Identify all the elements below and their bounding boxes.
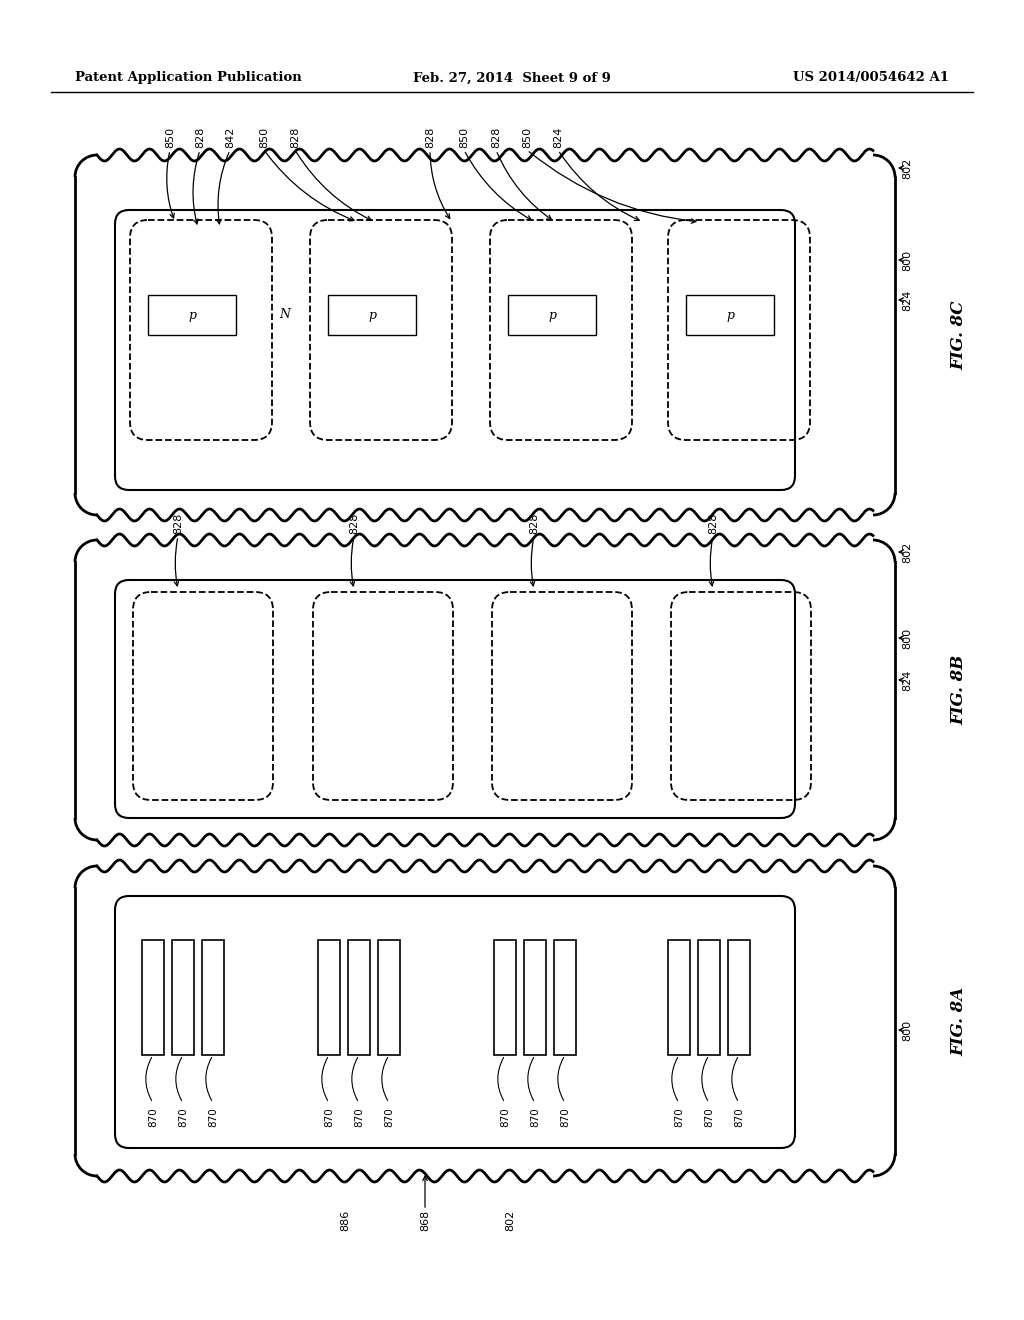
Text: 802: 802 <box>902 541 912 562</box>
Bar <box>698 940 720 1055</box>
Bar <box>554 940 575 1055</box>
Bar <box>328 294 416 335</box>
Text: 824: 824 <box>902 669 912 690</box>
Bar <box>318 940 340 1055</box>
Text: FIG. 8A: FIG. 8A <box>950 986 968 1056</box>
Text: 824: 824 <box>902 289 912 310</box>
Text: N: N <box>280 309 291 322</box>
Bar <box>148 294 236 335</box>
Bar <box>524 940 546 1055</box>
Bar <box>348 940 370 1055</box>
Text: 870: 870 <box>560 1107 570 1127</box>
Text: 868: 868 <box>420 1210 430 1232</box>
Text: 800: 800 <box>902 1019 912 1040</box>
Text: 824: 824 <box>553 127 563 148</box>
Text: 828: 828 <box>349 512 359 535</box>
Text: 870: 870 <box>148 1107 158 1127</box>
Text: 828: 828 <box>529 512 539 535</box>
Text: 886: 886 <box>340 1210 350 1232</box>
Text: 850: 850 <box>459 127 469 148</box>
Text: US 2014/0054642 A1: US 2014/0054642 A1 <box>793 71 949 84</box>
Text: 802: 802 <box>902 157 912 178</box>
Text: 870: 870 <box>705 1107 714 1127</box>
Text: 870: 870 <box>674 1107 684 1127</box>
Text: 828: 828 <box>173 512 183 535</box>
Text: 850: 850 <box>165 127 175 148</box>
Text: 828: 828 <box>708 512 718 535</box>
Text: Feb. 27, 2014  Sheet 9 of 9: Feb. 27, 2014 Sheet 9 of 9 <box>413 71 611 84</box>
Text: 828: 828 <box>490 127 501 148</box>
Text: 802: 802 <box>505 1210 515 1232</box>
Text: 870: 870 <box>324 1107 334 1127</box>
Bar <box>172 940 194 1055</box>
Bar <box>378 940 400 1055</box>
Bar <box>202 940 224 1055</box>
Text: p: p <box>548 309 556 322</box>
Bar <box>668 940 690 1055</box>
Bar <box>686 294 774 335</box>
Text: 842: 842 <box>225 127 234 148</box>
Text: 870: 870 <box>500 1107 510 1127</box>
Text: 828: 828 <box>195 127 205 148</box>
Text: 870: 870 <box>384 1107 394 1127</box>
Text: 800: 800 <box>902 249 912 271</box>
Text: 850: 850 <box>259 127 269 148</box>
Text: p: p <box>726 309 734 322</box>
Bar <box>142 940 164 1055</box>
Bar <box>508 294 596 335</box>
Text: 828: 828 <box>425 127 435 148</box>
Text: 850: 850 <box>522 127 532 148</box>
Text: 828: 828 <box>290 127 300 148</box>
Text: 800: 800 <box>902 627 912 648</box>
Text: 870: 870 <box>734 1107 744 1127</box>
Text: p: p <box>188 309 196 322</box>
Text: 870: 870 <box>530 1107 540 1127</box>
Text: 870: 870 <box>178 1107 188 1127</box>
Text: 870: 870 <box>354 1107 364 1127</box>
Text: 870: 870 <box>208 1107 218 1127</box>
Text: Patent Application Publication: Patent Application Publication <box>75 71 302 84</box>
Bar <box>728 940 750 1055</box>
Text: FIG. 8B: FIG. 8B <box>950 655 968 725</box>
Text: FIG. 8C: FIG. 8C <box>950 300 968 370</box>
Bar <box>494 940 516 1055</box>
Text: p: p <box>368 309 376 322</box>
